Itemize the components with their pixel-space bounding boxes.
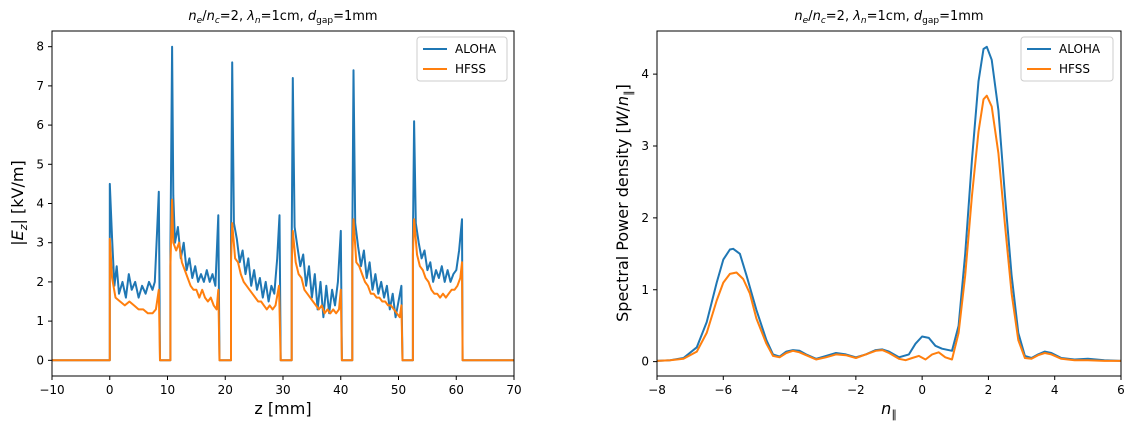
series-layer (52, 45, 514, 362)
y-tick-label: 1 (641, 283, 649, 297)
x-axis-label: n∥ (881, 399, 897, 421)
chart-title: ne/nc=2, λn=1cm, dgap=1mm (794, 9, 983, 26)
y-axis-ticks: 0 1 2 3 4 5 6 7 8 (36, 40, 52, 367)
legend-label-aloha: ALOHA (455, 42, 497, 56)
legend-label-hfss: HFSS (1059, 62, 1090, 76)
y-tick-label: 0 (36, 353, 44, 367)
x-tick-label: 30 (275, 383, 290, 397)
x-tick-label: −4 (781, 383, 799, 397)
y-tick-label: 4 (36, 197, 44, 211)
y-axis-label: |Ez| [kV/m] (8, 160, 30, 245)
series-line-aloha (52, 45, 514, 362)
chart-spectral-power: ne/nc=2, λn=1cm, dgap=1mm −8 −6 −4 −2 0 2 4 6 0… (613, 9, 1125, 421)
series-layer (656, 45, 1122, 362)
y-tick-label: 1 (36, 314, 44, 328)
y-tick-label: 6 (36, 118, 44, 132)
x-tick-label: 10 (160, 383, 175, 397)
x-tick-label: 50 (391, 383, 406, 397)
x-tick-label: 70 (506, 383, 521, 397)
y-tick-label: 0 (641, 355, 649, 369)
x-tick-label: 0 (918, 383, 926, 397)
x-tick-label: 0 (106, 383, 114, 397)
y-tick-label: 8 (36, 40, 44, 54)
legend: ALOHA HFSS (1020, 36, 1114, 82)
x-tick-label: 6 (1117, 383, 1125, 397)
x-tick-label: 2 (985, 383, 993, 397)
legend: ALOHA HFSS (416, 36, 508, 82)
x-axis-ticks: −8 −6 −4 −2 0 2 4 6 (648, 376, 1125, 397)
x-tick-label: −10 (39, 383, 64, 397)
series-line-hfss (656, 94, 1121, 362)
x-axis-label: z [mm] (254, 399, 311, 418)
y-tick-label: 2 (641, 211, 649, 225)
series-line-aloha (656, 45, 1122, 362)
x-tick-label: 4 (1051, 383, 1059, 397)
y-tick-label: 2 (36, 275, 44, 289)
legend-label-aloha: ALOHA (1059, 42, 1101, 56)
plot-frame (51, 30, 515, 377)
x-tick-label: −6 (714, 383, 732, 397)
y-axis-label: Spectral Power density [W/n∥] (613, 84, 635, 322)
chart-electric-field: ne/nc=2, λn=1cm, dgap=1mm −10 0 10 20 30 40 50… (8, 9, 522, 418)
y-tick-label: 4 (641, 67, 649, 81)
plot-frame (656, 30, 1122, 377)
x-tick-label: −2 (847, 383, 865, 397)
y-tick-label: 3 (36, 236, 44, 250)
x-tick-label: −8 (648, 383, 666, 397)
y-tick-label: 5 (36, 157, 44, 171)
x-tick-label: 40 (333, 383, 348, 397)
x-axis-ticks: −10 0 10 20 30 40 50 60 70 (39, 376, 522, 397)
y-axis-ticks: 0 1 2 3 4 (641, 67, 657, 369)
y-tick-label: 7 (36, 79, 44, 93)
x-tick-label: 20 (218, 383, 233, 397)
series-line-hfss (52, 198, 514, 362)
legend-label-hfss: HFSS (455, 62, 486, 76)
chart-title: ne/nc=2, λn=1cm, dgap=1mm (188, 9, 377, 26)
x-tick-label: 60 (449, 383, 464, 397)
y-tick-label: 3 (641, 139, 649, 153)
